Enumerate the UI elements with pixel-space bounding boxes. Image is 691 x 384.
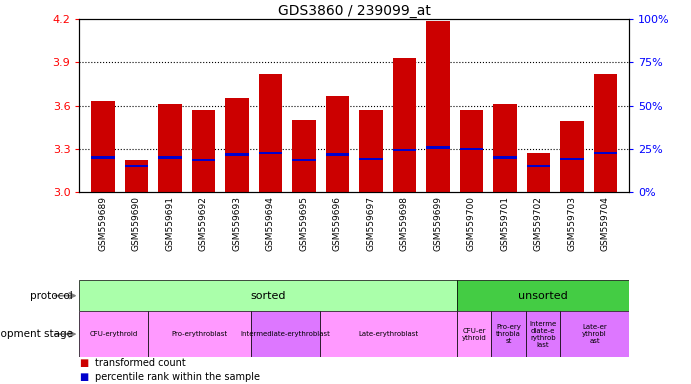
Bar xyxy=(191,110,215,192)
Bar xyxy=(560,121,584,192)
Text: GSM559689: GSM559689 xyxy=(98,197,107,252)
Text: GSM559691: GSM559691 xyxy=(165,197,174,252)
Bar xyxy=(320,311,457,357)
Bar xyxy=(251,311,320,357)
Text: Late-erythroblast: Late-erythroblast xyxy=(359,331,419,337)
Bar xyxy=(158,104,182,192)
Bar xyxy=(460,110,483,192)
Bar xyxy=(258,152,282,154)
Bar xyxy=(124,165,148,167)
Text: Late-er
ythrobl
ast: Late-er ythrobl ast xyxy=(582,324,607,344)
Bar xyxy=(292,159,316,162)
Bar xyxy=(594,152,617,154)
Text: GSM559695: GSM559695 xyxy=(299,197,308,252)
Text: Intermediate-erythroblast: Intermediate-erythroblast xyxy=(240,331,330,337)
Text: unsorted: unsorted xyxy=(518,291,568,301)
Text: GSM559693: GSM559693 xyxy=(232,197,241,252)
Text: Pro-ery
throbla
st: Pro-ery throbla st xyxy=(496,324,521,344)
Text: GSM559694: GSM559694 xyxy=(266,197,275,251)
Bar xyxy=(392,58,416,192)
Text: Pro-erythroblast: Pro-erythroblast xyxy=(171,331,228,337)
Bar xyxy=(292,120,316,192)
Text: Interme
diate-e
rythrob
last: Interme diate-e rythrob last xyxy=(529,321,556,348)
Bar xyxy=(457,280,629,311)
Title: GDS3860 / 239099_at: GDS3860 / 239099_at xyxy=(278,4,430,18)
Bar xyxy=(493,156,517,159)
Bar xyxy=(527,153,550,192)
Bar xyxy=(325,154,349,156)
Bar xyxy=(460,148,483,150)
Bar xyxy=(258,74,282,192)
Bar xyxy=(426,21,450,192)
Bar xyxy=(158,156,182,159)
Text: GSM559690: GSM559690 xyxy=(132,197,141,252)
Bar xyxy=(225,98,249,192)
Bar xyxy=(491,311,526,357)
Text: GSM559698: GSM559698 xyxy=(400,197,409,252)
Bar xyxy=(560,158,584,160)
Text: sorted: sorted xyxy=(251,291,286,301)
Bar xyxy=(191,159,215,162)
Bar xyxy=(225,154,249,156)
Text: protocol: protocol xyxy=(30,291,73,301)
Bar xyxy=(91,101,115,192)
Bar xyxy=(426,146,450,149)
Text: development stage: development stage xyxy=(0,329,73,339)
Bar xyxy=(79,311,148,357)
Bar xyxy=(124,161,148,192)
Text: percentile rank within the sample: percentile rank within the sample xyxy=(95,372,260,382)
Text: GSM559699: GSM559699 xyxy=(433,197,442,252)
Bar xyxy=(79,280,457,311)
Text: GSM559704: GSM559704 xyxy=(601,197,610,251)
Bar xyxy=(594,74,617,192)
Bar xyxy=(392,149,416,151)
Text: CFU-erythroid: CFU-erythroid xyxy=(90,331,138,337)
Text: GSM559700: GSM559700 xyxy=(467,197,476,252)
Text: GSM559696: GSM559696 xyxy=(333,197,342,252)
Bar xyxy=(526,311,560,357)
Text: ■: ■ xyxy=(79,358,88,368)
Bar xyxy=(493,104,517,192)
Text: GSM559701: GSM559701 xyxy=(500,197,509,252)
Bar xyxy=(457,311,491,357)
Bar xyxy=(359,158,383,160)
Text: GSM559697: GSM559697 xyxy=(366,197,375,252)
Bar xyxy=(359,110,383,192)
Bar xyxy=(148,311,251,357)
Text: transformed count: transformed count xyxy=(95,358,185,368)
Bar xyxy=(91,156,115,159)
Text: GSM559692: GSM559692 xyxy=(199,197,208,251)
Bar xyxy=(325,96,349,192)
Bar xyxy=(560,311,629,357)
Text: CFU-er
ythroid: CFU-er ythroid xyxy=(462,328,486,341)
Bar xyxy=(527,165,550,167)
Text: ■: ■ xyxy=(79,372,88,382)
Text: GSM559703: GSM559703 xyxy=(567,197,576,252)
Text: GSM559702: GSM559702 xyxy=(534,197,543,251)
